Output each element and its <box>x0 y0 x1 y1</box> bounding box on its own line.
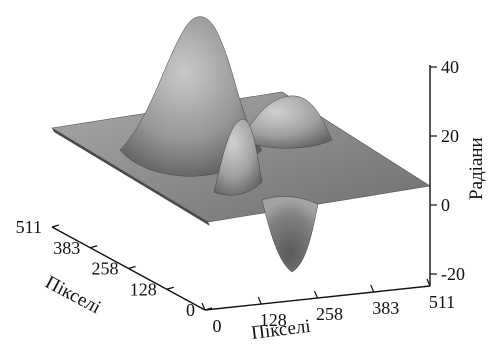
y-axis-title: Пікселі <box>42 272 105 319</box>
surface-peak-main <box>119 16 263 177</box>
y-tick-mark <box>90 245 98 249</box>
y-tick-mark <box>166 286 174 290</box>
x-tick-mark <box>426 278 431 287</box>
x-tick-mark <box>370 284 375 293</box>
x-tick-label: 0 <box>213 316 222 336</box>
surface-peak-right <box>239 95 333 149</box>
x-tick-label: 383 <box>372 298 399 318</box>
x-tick-label: 511 <box>429 292 455 312</box>
x-axis-ticks: 0 128 258 383 511 <box>201 278 455 336</box>
y-tick-label: 258 <box>92 259 119 279</box>
surface-peak-small <box>213 119 263 196</box>
x-tick-mark <box>201 302 206 311</box>
y-tick-mark <box>204 307 213 311</box>
x-tick-label: 128 <box>260 310 287 330</box>
surface-edge <box>52 128 210 226</box>
y-tick-label: 383 <box>53 238 80 258</box>
z-tick-label: 0 <box>441 195 450 215</box>
y-tick-mark <box>128 265 136 270</box>
z-tick-label: 20 <box>441 126 459 146</box>
x-tick-mark <box>257 296 262 305</box>
y-tick-label: 511 <box>16 217 42 237</box>
z-axis-ticks: -20 0 20 40 <box>430 57 465 284</box>
y-tick-label: 0 <box>186 300 195 320</box>
z-tick-label: 40 <box>441 57 459 77</box>
y-tick-label: 128 <box>130 279 157 299</box>
y-axis-ticks: 0 128 258 383 511 <box>16 217 213 320</box>
x-tick-label: 258 <box>316 304 343 324</box>
y-tick-mark <box>51 224 60 228</box>
z-tick-label: -20 <box>441 264 465 284</box>
x-tick-mark <box>313 290 319 299</box>
z-axis-title: Радіани <box>466 137 487 200</box>
surface-valley <box>261 196 319 273</box>
